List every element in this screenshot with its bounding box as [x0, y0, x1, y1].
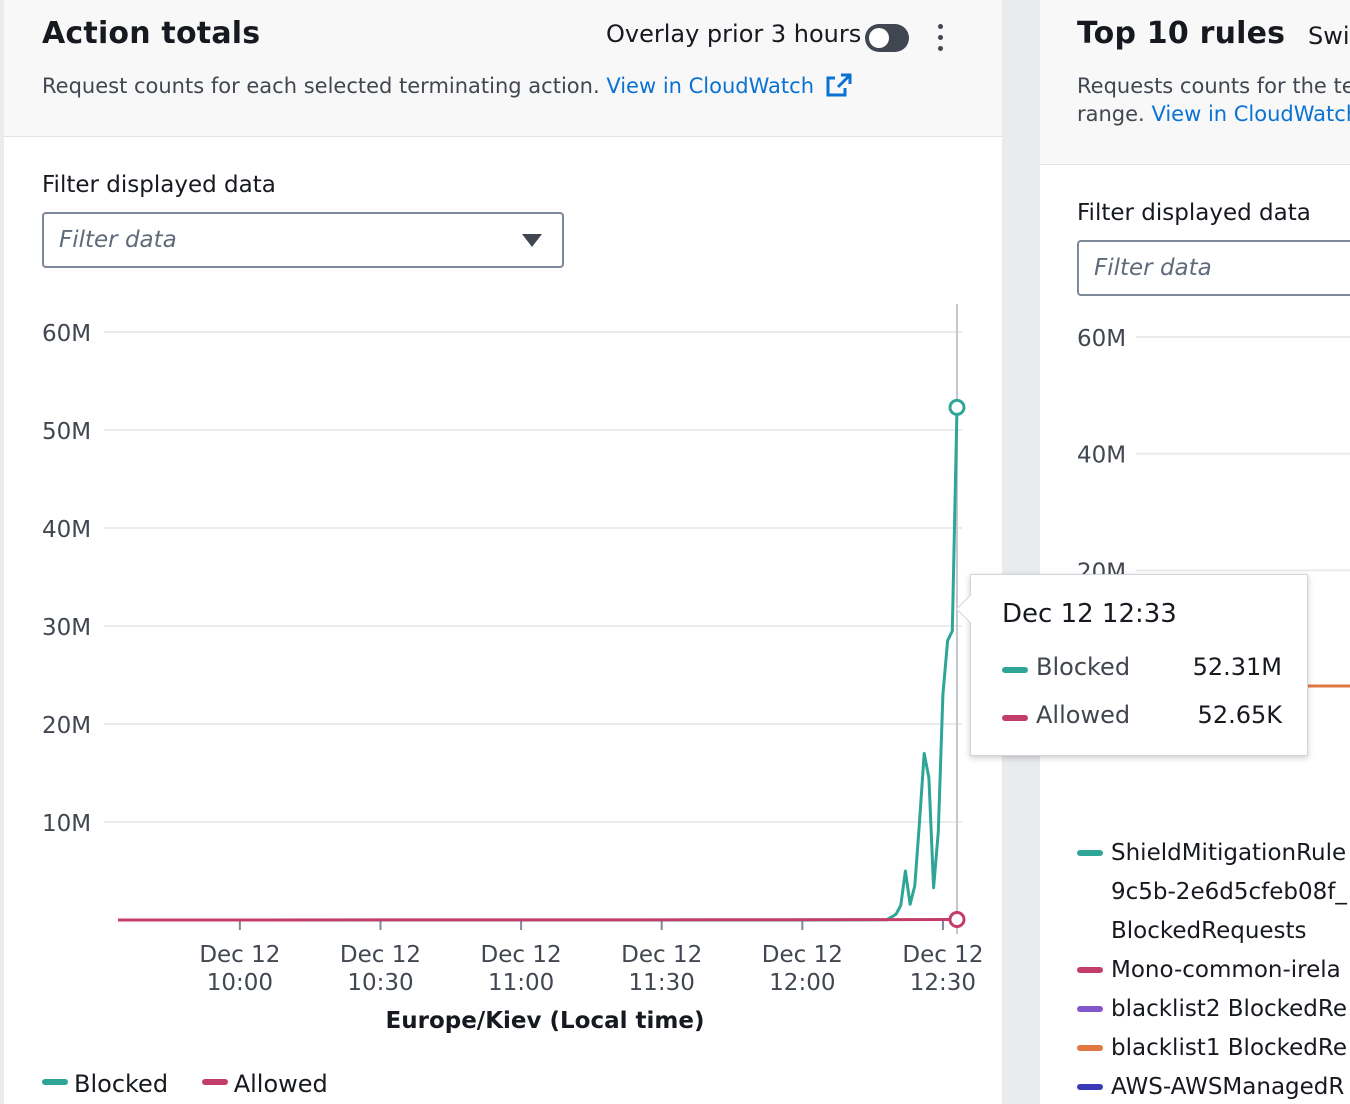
x-tick-label: Dec 12 11:00	[481, 942, 562, 996]
legend-item-rule-3[interactable]: blacklist2 BlockedRe	[1077, 990, 1347, 1029]
filter-select-right[interactable]: Filter data	[1077, 240, 1350, 296]
x-tick-label: Dec 12 11:30	[621, 942, 702, 996]
legend-item-rule-4[interactable]: blacklist1 BlockedRe	[1077, 1029, 1347, 1068]
external-link-icon	[826, 73, 852, 97]
x-axis-title: Europe/Kiev (Local time)	[386, 1008, 705, 1034]
top-rules-legend: ShieldMitigationRule 9c5b-2e6d5cfeb08f_ …	[1077, 834, 1347, 1104]
toggle-knob	[869, 28, 889, 48]
y-tick-label: 10M	[42, 811, 91, 837]
legend-item-rule-1-line3: BlockedRequests	[1111, 918, 1307, 944]
overlay-toggle[interactable]	[865, 24, 909, 52]
action-totals-description: Request counts for each selected termina…	[42, 72, 853, 100]
legend-item-rule-5[interactable]: AWS-AWSManagedR	[1077, 1068, 1347, 1104]
y-tick-label: 50M	[42, 419, 91, 445]
y-tick-label: 60M	[42, 321, 91, 347]
filter-label: Filter displayed data	[42, 172, 276, 198]
legend-item-allowed[interactable]: Allowed	[201, 1070, 328, 1098]
legend-item-rule-1[interactable]: ShieldMitigationRule	[1077, 834, 1347, 873]
legend-item-rule-1-line2: 9c5b-2e6d5cfeb08f_	[1111, 879, 1347, 905]
top-rules-title: Top 10 rules	[1077, 16, 1286, 51]
filter-label-right: Filter displayed data	[1077, 200, 1311, 226]
y-tick-label: 60M	[1077, 326, 1126, 352]
action-totals-panel: Action totals Overlay prior 3 hours Requ…	[4, 0, 1002, 1104]
y-tick-label: 40M	[42, 517, 91, 543]
legend-item-blocked[interactable]: Blocked	[42, 1070, 168, 1098]
action-totals-title: Action totals	[42, 16, 261, 51]
overlay-toggle-label: Overlay prior 3 hours	[606, 20, 862, 48]
y-tick-label: 20M	[42, 713, 91, 739]
view-in-cloudwatch-link-right[interactable]: View in CloudWatch	[1151, 102, 1350, 126]
top-rules-header: Top 10 rules Swi Requests counts for the…	[1040, 0, 1350, 165]
legend-item-rule-2[interactable]: Mono-common-irela	[1077, 951, 1347, 990]
caret-down-icon	[522, 234, 542, 247]
x-tick-label: Dec 12 10:00	[199, 942, 280, 996]
series-line-allowed	[117, 918, 958, 922]
series-line-blocked	[118, 407, 959, 922]
top-10-rules-panel: Top 10 rules Swi Requests counts for the…	[1040, 0, 1350, 1104]
tooltip-title: Dec 12 12:33	[1002, 599, 1177, 629]
y-tick-label: 40M	[1077, 443, 1126, 469]
switch-label[interactable]: Swi	[1308, 22, 1350, 50]
more-actions-icon[interactable]	[932, 22, 948, 54]
top-rules-description: Requests counts for the ter range. View …	[1077, 72, 1350, 128]
x-tick-label: Dec 12 12:00	[762, 942, 843, 996]
filter-select[interactable]: Filter data	[42, 212, 564, 268]
filter-placeholder: Filter data	[59, 227, 177, 253]
view-in-cloudwatch-link[interactable]: View in CloudWatch	[606, 73, 852, 98]
action-totals-chart[interactable]: 10M 20M 30M 40M 50M 60M Dec 12 10:00 Dec 12 10:3…	[4, 290, 1002, 1040]
y-tick-label: 30M	[42, 615, 91, 641]
chart-tooltip: Dec 12 12:33 Blocked 52.31M Allowed 52.6…	[955, 574, 1308, 756]
x-tick-label: Dec 12 10:30	[340, 942, 421, 996]
x-tick-label: Dec 12 12:30	[902, 942, 983, 996]
action-totals-header: Action totals Overlay prior 3 hours Requ…	[4, 0, 1002, 137]
description-text: Request counts for each selected termina…	[42, 74, 600, 98]
filter-placeholder-right: Filter data	[1094, 255, 1212, 281]
hover-point-allowed	[948, 910, 966, 928]
chart-legend: Blocked Allowed	[42, 1070, 354, 1098]
hover-point-blocked	[948, 398, 966, 416]
